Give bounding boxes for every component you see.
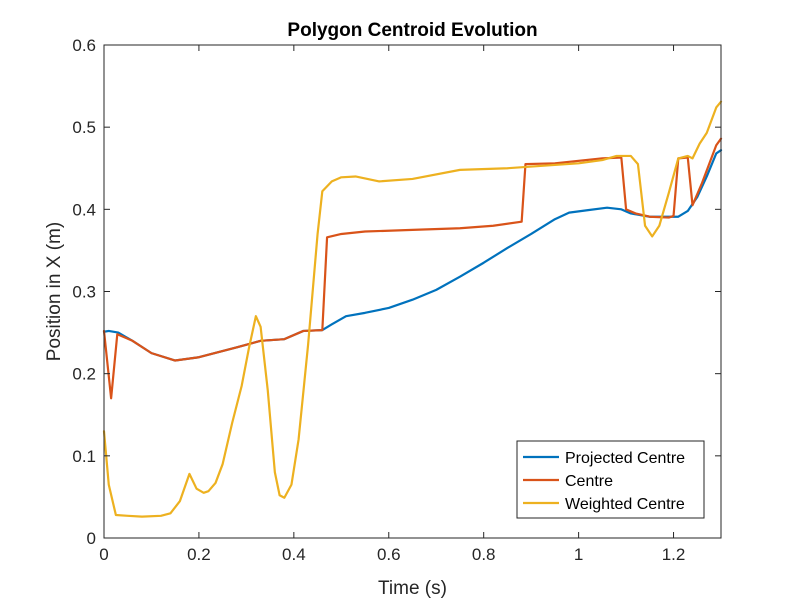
series-line-3 <box>102 100 723 518</box>
y-axis-title: Position in X (m) <box>44 222 65 361</box>
y-tick-label: 0.6 <box>72 36 96 55</box>
legend-label-1: Projected Centre <box>565 450 685 467</box>
y-tick-label: 0 <box>87 529 96 548</box>
y-tick-label: 0.3 <box>72 283 96 302</box>
x-tick-label: 0.8 <box>472 545 496 564</box>
axes-layer: 0 0.2 0.4 0.6 0.8 1 1.2 0 0.1 0.2 0.3 0.4 0.5 0.6 <box>72 36 722 564</box>
chart-title: Polygon Centroid Evolution <box>287 20 537 41</box>
x-tick-label: 1 <box>574 545 583 564</box>
legend-label-2: Centre <box>565 473 613 490</box>
x-axis-title: Time (s) <box>378 578 447 599</box>
x-tick-label: 0.4 <box>282 545 306 564</box>
y-tick-label: 0.2 <box>72 365 96 384</box>
x-tick-label: 0 <box>99 545 108 564</box>
series-line-2 <box>102 137 723 400</box>
labels-layer: Polygon Centroid Evolution Time (s) Posi… <box>44 20 538 599</box>
legend-label-3: Weighted Centre <box>565 496 685 513</box>
x-tick-label: 1.2 <box>662 545 686 564</box>
series-layer <box>102 100 723 518</box>
legend: Projected Centre Centre Weighted Centre <box>516 440 705 519</box>
y-tick-label: 0.1 <box>72 447 96 466</box>
x-tick-label: 0.2 <box>187 545 211 564</box>
y-tick-label: 0.4 <box>72 200 96 219</box>
y-tick-label: 0.5 <box>72 118 96 137</box>
x-tick-label: 0.6 <box>377 545 401 564</box>
